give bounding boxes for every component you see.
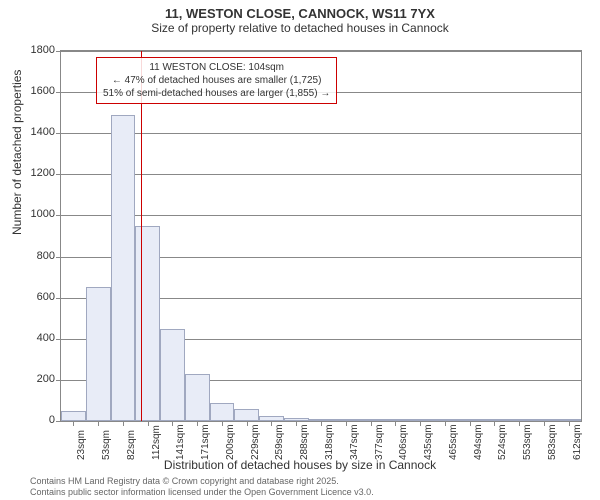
xtick-mark <box>346 421 347 426</box>
gridline <box>61 174 581 175</box>
xtick-mark <box>395 421 396 426</box>
bar <box>86 287 111 421</box>
xtick-mark <box>73 421 74 426</box>
xtick-label: 465sqm <box>448 424 459 460</box>
xtick-mark <box>98 421 99 426</box>
ytick-mark <box>56 174 61 175</box>
ytick-mark <box>56 380 61 381</box>
annotation-line: 51% of semi-detached houses are larger (… <box>103 87 330 100</box>
xtick-mark <box>445 421 446 426</box>
chart-subtitle: Size of property relative to detached ho… <box>0 21 600 39</box>
xtick-label: 82sqm <box>126 430 137 460</box>
xtick-mark <box>371 421 372 426</box>
ytick-label: 0 <box>15 414 55 426</box>
ytick-label: 600 <box>15 291 55 303</box>
annotation-line: 11 WESTON CLOSE: 104sqm <box>103 61 330 74</box>
bar <box>185 374 210 421</box>
xtick-label: 524sqm <box>497 424 508 460</box>
ytick-mark <box>56 339 61 340</box>
xtick-label: 141sqm <box>175 424 186 460</box>
xtick-mark <box>470 421 471 426</box>
xtick-label: 112sqm <box>151 425 162 460</box>
xtick-mark <box>494 421 495 426</box>
xtick-label: 612sqm <box>572 424 583 460</box>
xtick-label: 494sqm <box>473 424 484 460</box>
x-axis-label: Distribution of detached houses by size … <box>0 458 600 472</box>
xtick-mark <box>321 421 322 426</box>
xtick-mark <box>222 421 223 426</box>
ytick-label: 1800 <box>15 44 55 56</box>
xtick-label: 347sqm <box>349 424 360 460</box>
footnote-line1: Contains HM Land Registry data © Crown c… <box>30 476 374 487</box>
bar <box>111 115 136 421</box>
plot-area: 11 WESTON CLOSE: 104sqm← 47% of detached… <box>60 50 582 422</box>
ytick-mark <box>56 421 61 422</box>
xtick-mark <box>420 421 421 426</box>
footnote: Contains HM Land Registry data © Crown c… <box>30 476 374 498</box>
xtick-mark <box>271 421 272 426</box>
xtick-mark <box>148 421 149 426</box>
ytick-mark <box>56 215 61 216</box>
xtick-label: 53sqm <box>101 430 112 460</box>
xtick-label: 377sqm <box>374 424 385 460</box>
xtick-mark <box>172 421 173 426</box>
xtick-label: 318sqm <box>324 424 335 460</box>
bar <box>61 411 86 421</box>
xtick-mark <box>569 421 570 426</box>
annotation-box: 11 WESTON CLOSE: 104sqm← 47% of detached… <box>96 57 337 104</box>
ytick-label: 200 <box>15 373 55 385</box>
gridline <box>61 133 581 134</box>
xtick-label: 406sqm <box>398 424 409 460</box>
ytick-label: 1600 <box>15 85 55 97</box>
ytick-label: 1000 <box>15 208 55 220</box>
ytick-mark <box>56 133 61 134</box>
ytick-label: 400 <box>15 332 55 344</box>
xtick-mark <box>247 421 248 426</box>
xtick-mark <box>544 421 545 426</box>
bar <box>210 403 235 422</box>
ytick-mark <box>56 92 61 93</box>
xtick-mark <box>123 421 124 426</box>
chart-title: 11, WESTON CLOSE, CANNOCK, WS11 7YX <box>0 0 600 21</box>
gridline <box>61 215 581 216</box>
xtick-label: 553sqm <box>522 424 533 460</box>
ytick-mark <box>56 298 61 299</box>
xtick-mark <box>296 421 297 426</box>
xtick-label: 435sqm <box>423 424 434 460</box>
gridline <box>61 51 581 52</box>
xtick-label: 23sqm <box>76 430 87 460</box>
xtick-label: 229sqm <box>250 424 261 460</box>
ytick-label: 1400 <box>15 126 55 138</box>
xtick-mark <box>197 421 198 426</box>
footnote-line2: Contains public sector information licen… <box>30 487 374 498</box>
xtick-mark <box>519 421 520 426</box>
ytick-label: 1200 <box>15 167 55 179</box>
bar <box>234 409 259 421</box>
marker-line <box>141 51 142 421</box>
annotation-line: ← 47% of detached houses are smaller (1,… <box>103 74 330 87</box>
xtick-label: 200sqm <box>225 424 236 460</box>
xtick-label: 288sqm <box>299 424 310 460</box>
bar <box>135 226 160 421</box>
bar <box>160 329 185 422</box>
ytick-mark <box>56 51 61 52</box>
xtick-label: 171sqm <box>200 424 211 460</box>
xtick-label: 259sqm <box>274 424 285 460</box>
ytick-mark <box>56 257 61 258</box>
ytick-label: 800 <box>15 250 55 262</box>
xtick-label: 583sqm <box>547 424 558 460</box>
chart-container: 11, WESTON CLOSE, CANNOCK, WS11 7YX Size… <box>0 0 600 500</box>
